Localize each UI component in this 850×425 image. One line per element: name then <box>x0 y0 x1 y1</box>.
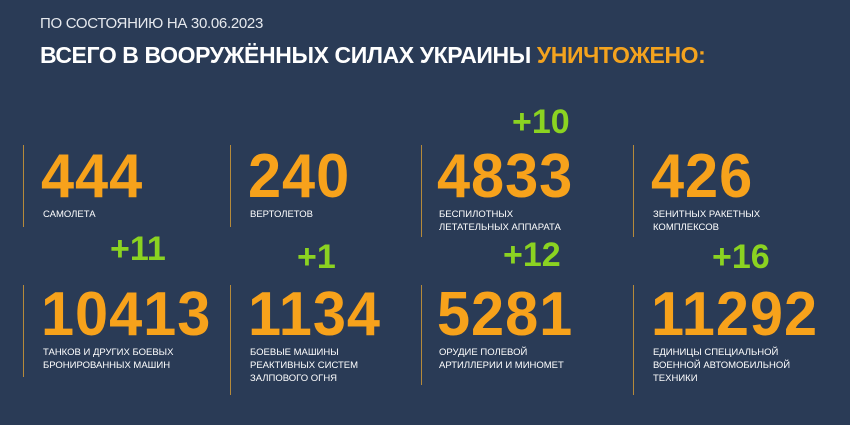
stat-label: САМОЛЕТА <box>43 208 96 221</box>
stat-value: 1134 <box>248 280 381 349</box>
stat-label-line: ЕДИНИЦЫ СПЕЦИАЛЬНОЙ <box>653 347 779 358</box>
stat-increment: +10 <box>512 103 570 141</box>
divider <box>23 285 24 377</box>
stat-value: 426 <box>651 142 754 211</box>
stat-label: ТАНКОВ И ДРУГИХ БОЕВЫХ БРОНИРОВАННЫХ МАШИ… <box>43 346 173 372</box>
divider <box>633 285 634 395</box>
stat-label-line: ОРУДИЕ ПОЛЕВОЙ <box>439 347 528 358</box>
page-title: ВСЕГО В ВООРУЖЁННЫХ СИЛАХ УКРАИНЫ УНИЧТО… <box>40 42 706 69</box>
divider <box>230 285 231 395</box>
title-highlight: УНИЧТОЖЕНО: <box>536 42 706 68</box>
stat-increment: +11 <box>110 230 166 268</box>
stat-label-line: ЛЕТАТЕЛЬНЫХ АППАРАТА <box>439 222 561 233</box>
stat-label-line: БРОНИРОВАННЫХ МАШИН <box>43 360 171 371</box>
stat-increment: +16 <box>712 238 770 276</box>
divider <box>421 145 422 237</box>
date-line: ПО СОСТОЯНИЮ НА 30.06.2023 <box>40 15 263 32</box>
stat-value: 240 <box>248 142 351 211</box>
stat-value: 4833 <box>437 142 574 211</box>
divider <box>633 145 634 237</box>
stat-label-line: САМОЛЕТА <box>43 209 96 220</box>
stat-label: ЗЕНИТНЫХ РАКЕТНЫХ КОМПЛЕКСОВ <box>653 208 760 234</box>
stat-label-line: БОЕВЫЕ МАШИНЫ <box>250 347 339 358</box>
stat-label: ВЕРТОЛЕТОВ <box>250 208 313 221</box>
stat-increment: +12 <box>503 236 561 274</box>
stat-label-line: ВЕРТОЛЕТОВ <box>250 209 313 220</box>
stat-label-line: ТЕХНИКИ <box>653 373 698 384</box>
divider <box>23 145 24 227</box>
stat-increment: +1 <box>297 238 336 276</box>
stat-value: 10413 <box>41 280 212 349</box>
stat-label: БОЕВЫЕ МАШИНЫ РЕАКТИВНЫХ СИСТЕМ ЗАЛПОВОГО … <box>250 346 358 385</box>
stat-label-line: АРТИЛЛЕРИИ И МИНОМЕТ <box>439 360 564 371</box>
stat-label-line: ЗАЛПОВОГО ОГНЯ <box>250 373 338 384</box>
stat-label-line: ЗЕНИТНЫХ РАКЕТНЫХ <box>653 209 761 220</box>
stat-label-line: БЕСПИЛОТНЫХ <box>439 209 514 220</box>
title-main: ВСЕГО В ВООРУЖЁННЫХ СИЛАХ УКРАИНЫ <box>40 42 537 68</box>
stat-value: 444 <box>41 142 144 211</box>
stat-label-line: ВОЕННОЙ АВТОМОБИЛЬНОЙ <box>653 360 791 371</box>
stat-label: ЕДИНИЦЫ СПЕЦИАЛЬНОЙ ВОЕННОЙ АВТОМОБИЛЬНОЙ… <box>653 346 790 385</box>
stat-label-line: РЕАКТИВНЫХ СИСТЕМ <box>250 360 359 371</box>
stat-label-line: КОМПЛЕКСОВ <box>653 222 719 233</box>
stat-label: ОРУДИЕ ПОЛЕВОЙ АРТИЛЛЕРИИ И МИНОМЕТ <box>439 346 564 372</box>
stat-label-line: ТАНКОВ И ДРУГИХ БОЕВЫХ <box>43 347 174 358</box>
divider <box>421 285 422 385</box>
stat-value: 11292 <box>651 280 819 349</box>
divider <box>230 145 231 227</box>
stat-value: 5281 <box>437 280 574 349</box>
stat-label: БЕСПИЛОТНЫХ ЛЕТАТЕЛЬНЫХ АППАРАТА <box>439 208 561 234</box>
